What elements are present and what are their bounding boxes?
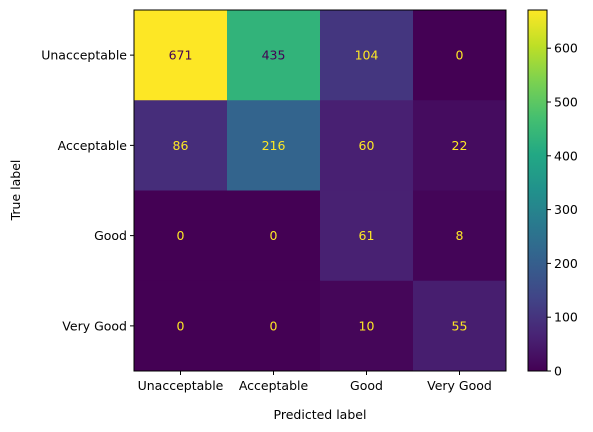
cell-value-label: 671 xyxy=(169,48,193,63)
y-tick-label: Acceptable xyxy=(58,138,128,153)
cell-value-label: 60 xyxy=(359,138,375,153)
cell-value-label: 61 xyxy=(359,228,375,243)
cell-value-label: 216 xyxy=(262,138,286,153)
colorbar-tick-label: 0 xyxy=(554,364,562,379)
colorbar-tick-label: 200 xyxy=(554,256,578,271)
colorbar-tick-label: 300 xyxy=(554,202,578,217)
x-tick-label: Unacceptable xyxy=(138,378,224,393)
y-axis-label: True label xyxy=(8,160,23,222)
x-tick-label: Good xyxy=(350,378,383,393)
cell-value-label: 0 xyxy=(177,228,185,243)
x-axis-label: Predicted label xyxy=(274,407,367,422)
colorbar-tick-label: 500 xyxy=(554,94,578,109)
y-tick-label: Good xyxy=(94,228,127,243)
cell-value-label: 86 xyxy=(173,138,189,153)
cell-value-label: 0 xyxy=(456,48,464,63)
colorbar-tick-label: 400 xyxy=(554,148,578,163)
x-tick-label: Acceptable xyxy=(239,378,309,393)
x-tick-label: Very Good xyxy=(427,378,492,393)
y-ticks: Unacceptable Acceptable Good Very Good xyxy=(41,48,134,334)
cell-value-label: 8 xyxy=(456,228,464,243)
cell-value-label: 10 xyxy=(359,318,375,333)
colorbar-tick-label: 100 xyxy=(554,310,578,325)
y-tick-label: Very Good xyxy=(62,318,127,333)
heatmap-cells: 671 435 104 0 86 216 60 22 0 0 61 8 0 0 10 55 xyxy=(134,10,507,372)
cell-value-label: 0 xyxy=(270,228,278,243)
y-tick-label: Unacceptable xyxy=(41,48,127,63)
colorbar-ticks: 0 100 200 300 400 500 600 xyxy=(547,41,578,379)
cell-value-label: 0 xyxy=(270,318,278,333)
colorbar xyxy=(528,10,547,371)
cell-value-label: 435 xyxy=(262,48,286,63)
cell-value-label: 22 xyxy=(452,138,468,153)
cell-value-label: 55 xyxy=(452,318,468,333)
colorbar-tick-label: 600 xyxy=(554,41,578,56)
cell-value-label: 0 xyxy=(177,318,185,333)
cell-value-label: 104 xyxy=(355,48,379,63)
x-ticks: Unacceptable Acceptable Good Very Good xyxy=(138,371,492,393)
